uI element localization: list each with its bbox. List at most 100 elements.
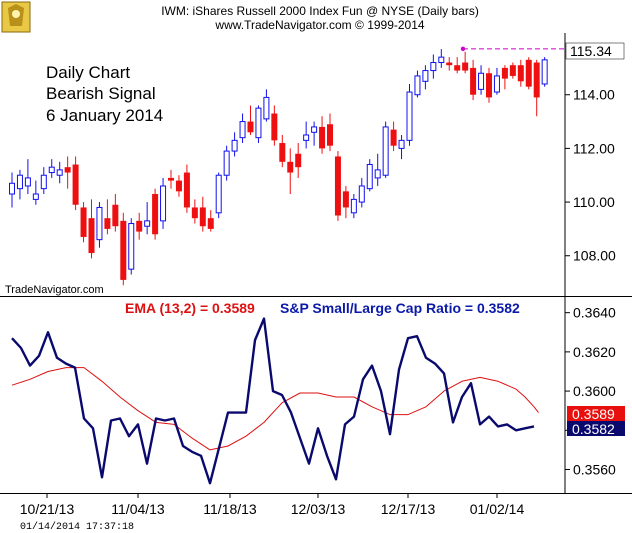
watermark: TradeNavigator.com <box>5 284 104 296</box>
price-candle <box>382 121 389 178</box>
price-candle <box>96 202 103 248</box>
candle-body-up <box>9 182 15 195</box>
ema-legend: EMA (13,2) = 0.3589 <box>125 300 255 316</box>
time-tick-label: 11/04/13 <box>111 501 165 517</box>
chart-header-copyright: www.TradeNavigator.com © 1999-2014 <box>214 18 424 32</box>
price-panel: 108.00 110.00 112.00 114.00 Daily Chart Bea… <box>0 33 632 297</box>
price-candle <box>303 121 310 149</box>
candle-body-down <box>319 126 326 149</box>
candle-body-down <box>342 191 349 208</box>
candle-body-down <box>454 65 461 71</box>
price-candle <box>80 202 87 243</box>
candle-body-down <box>112 204 119 227</box>
candle-body-down <box>327 124 333 146</box>
price-candle <box>183 164 190 213</box>
price-tick-label: 110.00 <box>573 194 615 210</box>
annotation-line-2: Bearish Signal <box>46 84 156 103</box>
price-bars <box>9 49 548 286</box>
candle-body-up <box>231 139 238 152</box>
price-candle <box>501 65 508 90</box>
price-candle <box>398 134 405 160</box>
price-candle <box>454 57 461 74</box>
candle-body-down <box>517 65 524 82</box>
candle-body-up <box>414 75 421 96</box>
price-candle <box>406 83 413 146</box>
candle-body-up <box>430 62 437 72</box>
candle-body-up <box>406 91 413 141</box>
price-candle <box>128 218 135 275</box>
candle-body-down <box>334 156 341 216</box>
candle-body-down <box>152 194 159 235</box>
candle-body-down <box>88 218 95 254</box>
candle-body-up <box>144 220 151 227</box>
candle-body-down <box>104 218 111 229</box>
price-candle <box>104 199 111 235</box>
price-candle <box>533 59 540 117</box>
price-candle <box>32 180 39 205</box>
candle-body-down <box>199 207 206 227</box>
candle-body-up <box>96 206 103 241</box>
price-candle <box>287 148 294 195</box>
candle-body-down <box>80 207 87 237</box>
price-candle <box>279 134 286 168</box>
candle-body-down <box>120 220 127 280</box>
ratio-legend: S&P Small/Large Cap Ratio = 0.3582 <box>280 300 520 316</box>
ema-last-label: 0.3589 <box>567 406 625 422</box>
candle-body-up <box>541 59 548 85</box>
candle-body-up <box>128 223 135 270</box>
candle-body-down <box>72 164 79 205</box>
price-candle <box>64 156 71 189</box>
price-candle <box>191 199 198 224</box>
price-candle <box>112 194 119 232</box>
candle-body-up <box>358 185 365 203</box>
candle-body-up <box>366 164 373 190</box>
candle-body-down <box>175 180 182 192</box>
candle-body-down <box>279 143 286 162</box>
ratio-tick-label: 0.3640 <box>573 305 616 321</box>
price-candle <box>462 51 469 74</box>
price-candle <box>478 65 485 95</box>
price-candle <box>263 89 270 122</box>
candle-body-down <box>501 67 508 79</box>
candle-body-up <box>374 169 381 179</box>
price-candle <box>215 172 222 219</box>
candle-body-up <box>263 96 270 120</box>
ratio-panel: EMA (13,2) = 0.3589 S&P Small/Large Cap … <box>11 297 625 493</box>
candle-body-up <box>56 169 63 176</box>
price-candle <box>168 169 174 189</box>
candle-body-up <box>223 150 230 176</box>
logo-icon <box>1 1 31 33</box>
candle-body-up <box>160 185 167 222</box>
ratio-tick-label: 0.3600 <box>573 383 616 399</box>
candle-body-down <box>271 113 278 141</box>
last-price-value: 115.34 <box>570 43 612 59</box>
price-candle <box>239 113 246 144</box>
price-candle <box>509 62 516 79</box>
price-candle <box>136 212 143 240</box>
candle-body-down <box>168 177 174 181</box>
timestamp: 01/14/2014 17:37:18 <box>20 521 134 533</box>
price-candle <box>207 210 214 232</box>
candle-body-down <box>183 172 190 208</box>
price-candle <box>88 199 95 259</box>
price-candle <box>350 194 357 219</box>
candle-body-down <box>390 129 397 146</box>
candle-body-up <box>493 75 500 93</box>
price-candle <box>430 54 437 79</box>
price-candle <box>486 67 492 103</box>
candle-body-down <box>470 67 477 95</box>
time-tick-label: 12/03/13 <box>291 501 346 517</box>
price-tick-label: 112.00 <box>573 140 615 156</box>
price-candle <box>24 159 31 195</box>
price-candle <box>72 156 79 211</box>
candle-body-down <box>295 153 302 168</box>
ema-last-value: 0.3589 <box>572 406 615 422</box>
price-candle <box>144 202 151 235</box>
candle-body-up <box>303 134 310 141</box>
price-candle <box>9 172 15 208</box>
candle-body-down <box>525 59 532 87</box>
chart-header-title: IWM: iShares Russell 2000 Index Fun @ NY… <box>161 4 479 18</box>
candle-body-up <box>311 126 318 133</box>
candle-body-up <box>16 174 23 190</box>
